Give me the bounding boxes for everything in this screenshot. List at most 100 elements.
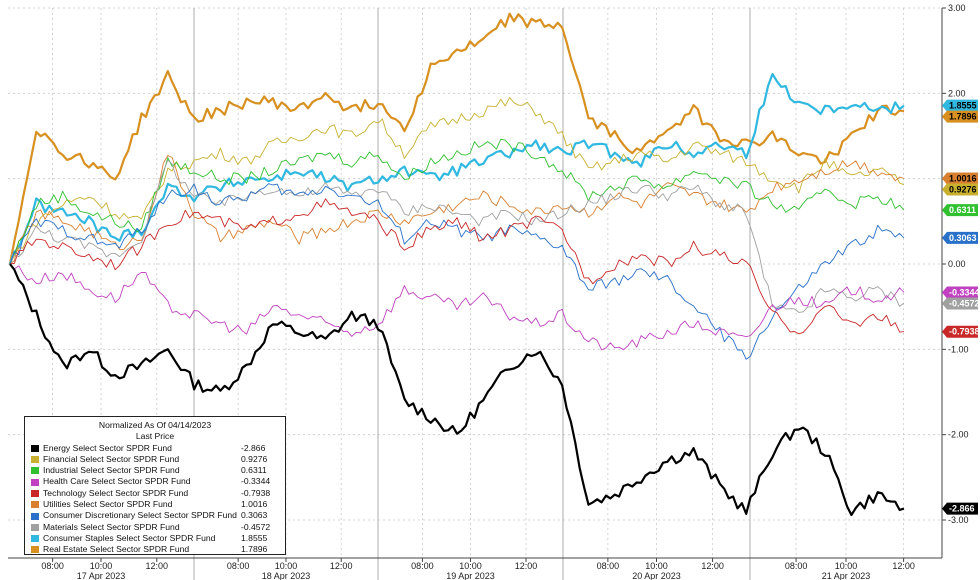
x-tick-label: 08:00 [411,561,434,571]
x-tick-label: 10:00 [459,561,482,571]
x-tick-label: 12:00 [701,561,724,571]
y-tick-label: 2.00 [948,88,966,98]
x-day-label: 18 Apr 2023 [262,571,311,580]
legend-series-value: -0.4572 [241,521,271,532]
legend-series-value: 1.0016 [241,499,268,510]
legend-item: Real Estate Select Sector SPDR Fund 1.789… [31,544,279,555]
last-price-tag-bg [942,110,978,123]
legend-swatch [31,478,39,486]
legend-series-name: Real Estate Select Sector SPDR Fund [43,544,190,555]
series-line [9,159,905,313]
legend-series-name: Industrial Select Sector SPDR Fund [43,465,180,476]
last-price-tag-text: -0.7938 [949,327,980,337]
series-line [9,263,905,517]
last-price-tag-bg [942,297,978,310]
last-price-tag-text: -0.3344 [949,288,980,298]
y-tick-label: -2.00 [948,430,969,440]
legend-series-name: Financial Select Sector SPDR Fund [43,453,180,464]
legend-series-name: Energy Select Sector SPDR Fund [43,442,172,453]
x-tick-label: 10:00 [275,561,298,571]
last-price-tag: 1.0016 [942,172,978,185]
x-day-label: 21 Apr 2023 [822,571,871,580]
last-price-tag-text: 0.3063 [949,233,977,243]
legend-item: Health Care Select Sector SPDR Fund -0.33… [31,476,279,487]
last-price-tag-bg [942,325,978,338]
legend-swatch [31,467,39,475]
y-axis: 3.002.001.000.00-1.00-2.00-3.00 [941,3,969,558]
legend-series-name: Health Care Select Sector SPDR Fund [43,476,191,487]
legend-swatch [31,512,39,520]
legend-series-value: -0.3344 [241,476,271,487]
x-tick-label: 08:00 [227,561,250,571]
y-tick-label: -3.00 [948,515,969,525]
legend: Normalized As Of 04/14/2023 Last Price E… [24,416,286,555]
legend-series-value: 0.9276 [241,453,268,464]
legend-series-name: Utilities Select Sector SPDR Fund [43,499,173,510]
legend-swatch [31,546,39,554]
legend-item: Technology Select Sector SPDR Fund -0.793… [31,488,279,499]
x-tick-label: 12:00 [515,561,538,571]
legend-swatch [31,456,39,464]
legend-series-value: -2.866 [241,442,266,453]
legend-item: Consumer Staples Select Sector SPDR Fund… [31,533,279,544]
x-tick-label: 12:00 [330,561,353,571]
last-price-tag: -2.866 [942,502,978,515]
x-day-label: 19 Apr 2023 [446,571,495,580]
last-price-tag-text: 1.0016 [949,174,977,184]
legend-series-value: -0.7938 [241,487,271,498]
last-price-tag-text: 0.6311 [949,205,976,215]
last-price-tag-text: -0.4572 [949,299,980,309]
series-line [9,263,905,351]
last-price-tag-bg [942,286,978,299]
last-price-tag: -0.7938 [942,325,980,338]
x-tick-label: 08:00 [597,561,620,571]
last-price-tag-text: -2.866 [949,504,975,514]
last-price-tag-bg [942,502,978,515]
last-price-tag-bg [942,231,978,244]
legend-item: Consumer Discretionary Select Sector SPD… [31,510,279,521]
legend-item: Energy Select Sector SPDR Fund -2.866 [31,443,279,454]
x-tick-label: 12:00 [146,561,169,571]
x-day-label: 17 Apr 2023 [77,571,126,580]
last-price-tag-text: 1.7896 [949,112,977,122]
legend-series-value: 0.6311 [241,465,267,476]
legend-item: Financial Select Sector SPDR Fund 0.9276 [31,454,279,465]
legend-swatch [31,501,39,509]
legend-series-name: Technology Select Sector SPDR Fund [43,487,189,498]
legend-series-value: 1.7896 [241,544,268,555]
series-line [9,138,905,265]
legend-swatch [31,523,39,531]
x-tick-label: 10:00 [835,561,858,571]
legend-item: Industrial Select Sector SPDR Fund 0.6311 [31,465,279,476]
gridlines [8,7,942,580]
last-price-tag: 0.6311 [942,204,978,217]
last-price-tag: 0.3063 [942,231,978,244]
last-price-tag-bg [942,172,978,185]
series-line [9,183,905,360]
last-price-tag: -0.4572 [942,297,980,310]
legend-swatch [31,535,39,543]
legend-series-name: Materials Select Sector SPDR Fund [43,521,180,532]
series-lines [8,12,905,517]
last-price-tag-bg [942,204,978,217]
legend-series-value: 1.8555 [241,532,268,543]
legend-swatch [31,489,39,497]
x-tick-label: 12:00 [892,561,915,571]
last-price-tag-text: 1.8555 [949,101,977,111]
last-price-tag-bg [942,183,978,196]
series-line [8,12,905,265]
x-tick-label: 10:00 [645,561,668,571]
last-price-tag: 0.9276 [942,183,978,196]
last-price-tag-bg [942,99,978,112]
legend-item: Materials Select Sector SPDR Fund -0.4572 [31,522,279,533]
legend-item: Utilities Select Sector SPDR Fund 1.0016 [31,499,279,510]
legend-subtitle: Last Price [135,431,175,442]
x-day-label: 20 Apr 2023 [632,571,681,580]
legend-series-value: 0.3063 [241,510,268,521]
x-tick-label: 10:00 [90,561,113,571]
y-tick-label: 3.00 [948,3,966,13]
series-line [9,97,905,265]
series-line [9,155,905,265]
